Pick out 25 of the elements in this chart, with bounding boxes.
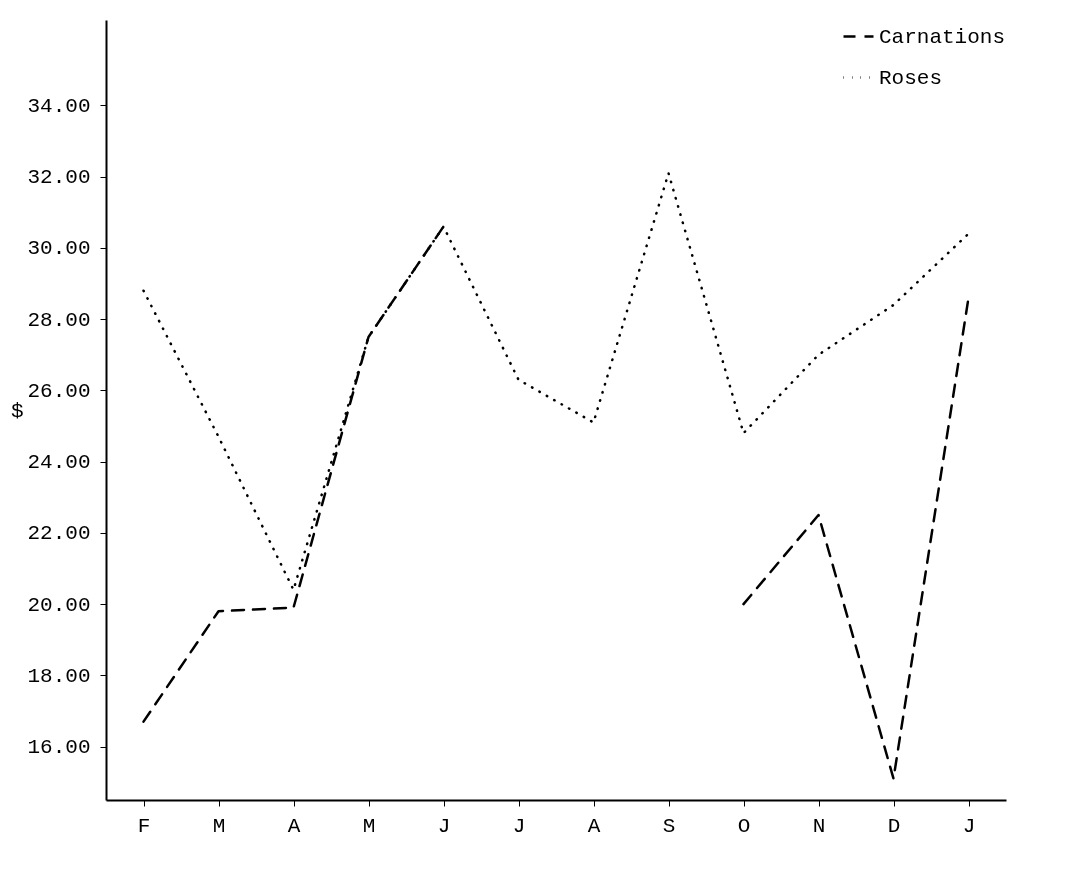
x-tick-label: J: [962, 814, 976, 838]
x-tick-label: N: [812, 814, 826, 838]
x-tick-label: D: [887, 814, 901, 838]
y-tick-label: 18.00: [27, 664, 91, 688]
legend-label: Roses: [879, 66, 943, 90]
y-axis-title: $: [10, 399, 24, 423]
x-tick-label: S: [662, 814, 676, 838]
x-tick-label: F: [137, 814, 151, 838]
y-tick-label: 28.00: [27, 308, 91, 332]
y-tick-label: 24.00: [27, 451, 91, 475]
x-tick-label: J: [437, 814, 451, 838]
x-tick-label: A: [287, 814, 301, 838]
y-tick-label: 20.00: [27, 593, 91, 617]
y-tick-label: 34.00: [27, 94, 91, 118]
x-tick-label: O: [737, 814, 751, 838]
x-tick-label: J: [512, 814, 526, 838]
y-tick-label: 16.00: [27, 736, 91, 760]
legend-label: Carnations: [879, 25, 1006, 49]
x-tick-label: M: [362, 814, 376, 838]
y-tick-label: 26.00: [27, 379, 91, 403]
x-tick-label: A: [587, 814, 601, 838]
y-tick-label: 22.00: [27, 522, 91, 546]
y-tick-label: 32.00: [27, 166, 91, 190]
x-tick-label: M: [212, 814, 226, 838]
y-tick-label: 30.00: [27, 237, 91, 261]
